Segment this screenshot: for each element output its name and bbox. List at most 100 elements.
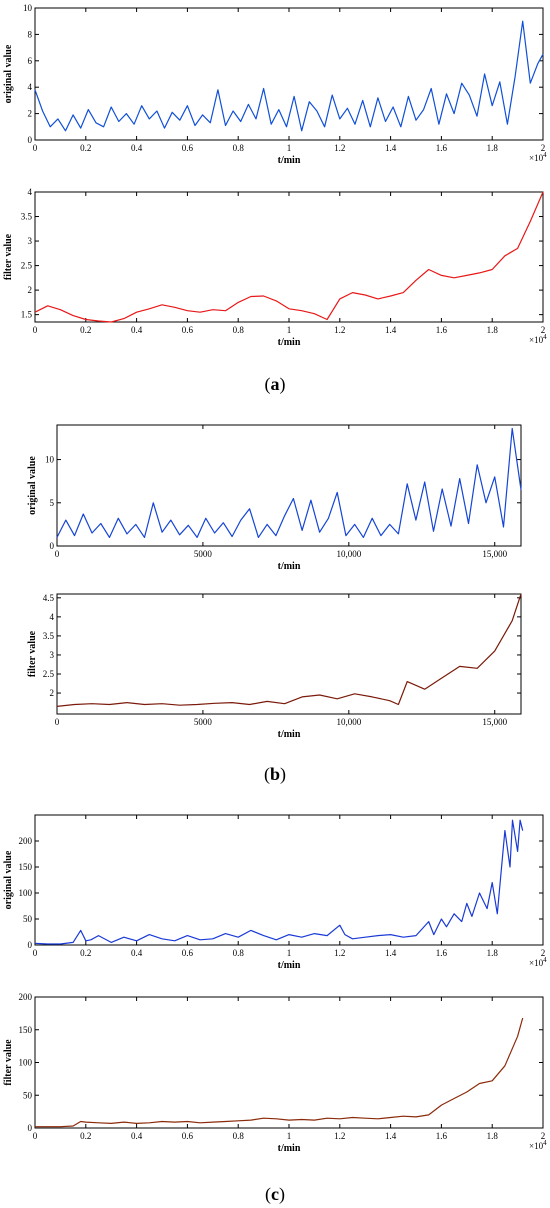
x-tick-label: 0.2 (80, 1131, 91, 1141)
x-tick-label: 0.8 (233, 1131, 245, 1141)
y-tick-label: 2 (28, 285, 33, 295)
chart-c2: 0 0.2 0.4 0.6 0.8 1 1.2 1.4 1.6 1.8 2 0 50 100 150 200 t… (3, 992, 547, 1154)
y-tick-label: 100 (19, 1058, 33, 1068)
y-tick-label: 2 (28, 109, 33, 119)
x-tick-label: 2 (541, 1131, 546, 1141)
x-tick-label: 1.2 (334, 143, 345, 153)
x-tick-label: 0 (33, 325, 38, 335)
series-line (34, 191, 544, 323)
series-line (34, 819, 524, 945)
y-tick-label: 0 (28, 940, 33, 950)
chart-b1: 0 5000 10,000 15,000 0 5 10 t/min original value (27, 424, 522, 572)
y-tick-label: 2.5 (43, 669, 55, 679)
y-tick-label: 200 (19, 836, 33, 846)
x-tick-label: 5000 (194, 717, 213, 727)
x-tick-label: 1.8 (487, 948, 499, 958)
y-axis-label: filter value (3, 1039, 14, 1086)
y-tick-label: 3.5 (43, 631, 55, 641)
x-tick-label: 1 (287, 325, 292, 335)
x-tick-label: 0.2 (80, 948, 91, 958)
x-tick-label: 1.6 (436, 325, 448, 335)
x-multiplier: ×104 (529, 333, 547, 345)
y-tick-label: 150 (19, 1025, 33, 1035)
chart-c1: 0 0.2 0.4 0.6 0.8 1 1.2 1.4 1.6 1.8 2 0 50 100 150 200 t… (3, 814, 547, 971)
plot-frame (56, 593, 522, 715)
x-tick-label: 1.6 (436, 1131, 448, 1141)
y-tick-label: 200 (19, 992, 33, 1002)
x-tick-label: 1.6 (436, 143, 448, 153)
x-tick-label: 1.2 (334, 325, 345, 335)
x-tick-label: 0.2 (80, 143, 91, 153)
x-tick-label: 0 (33, 143, 38, 153)
x-tick-label: 15,000 (482, 549, 507, 559)
x-multiplier: ×104 (529, 1139, 547, 1151)
y-tick-label: 2.5 (21, 261, 33, 271)
x-tick-label: 10,000 (336, 549, 361, 559)
x-tick-label: 0.4 (131, 1131, 143, 1141)
x-tick-label: 0.4 (131, 143, 143, 153)
x-tick-label: 5000 (194, 549, 213, 559)
x-axis-label: t/min (278, 561, 301, 572)
y-tick-label: 0 (28, 1123, 33, 1133)
x-tick-label: 0.4 (131, 325, 143, 335)
y-tick-label: 4 (28, 187, 33, 197)
x-tick-label: 0 (33, 948, 38, 958)
y-tick-label: 10 (23, 3, 33, 13)
x-tick-label: 1 (287, 143, 292, 153)
y-tick-label: 100 (19, 888, 33, 898)
x-tick-label: 2 (541, 143, 546, 153)
x-multiplier: ×104 (529, 151, 547, 163)
x-tick-label: 1.6 (436, 948, 448, 958)
y-axis-label: filter value (27, 630, 38, 677)
x-tick-label: 1 (287, 948, 292, 958)
series-line (34, 20, 544, 132)
y-tick-label: 1.5 (21, 310, 33, 320)
y-tick-label: 8 (28, 29, 33, 39)
x-tick-label: 1.8 (487, 1131, 499, 1141)
y-tick-label: 4 (50, 612, 55, 622)
x-tick-label: 0 (55, 549, 60, 559)
y-tick-label: 0 (28, 135, 33, 145)
x-multiplier: ×104 (529, 956, 547, 968)
x-tick-label: 0.8 (233, 325, 245, 335)
series-line (56, 593, 522, 707)
x-tick-label: 0.6 (182, 325, 194, 335)
x-tick-label: 1.2 (334, 948, 345, 958)
y-axis-label: original value (27, 456, 38, 515)
x-tick-label: 0.2 (80, 325, 91, 335)
x-tick-label: 15,000 (482, 717, 507, 727)
y-tick-label: 10 (45, 455, 55, 465)
y-tick-label: 3 (50, 650, 55, 660)
x-tick-label: 1.2 (334, 1131, 345, 1141)
x-tick-label: 2 (541, 325, 546, 335)
x-tick-label: 0 (55, 717, 60, 727)
y-tick-label: 3 (28, 236, 33, 246)
series-line (56, 427, 522, 539)
x-tick-label: 1.4 (385, 948, 397, 958)
y-tick-label: 2 (50, 688, 55, 698)
caption-a: (a) (265, 374, 286, 395)
y-tick-label: 4.5 (43, 593, 55, 603)
x-axis-label: t/min (278, 1143, 301, 1154)
x-tick-label: 0.6 (182, 143, 194, 153)
y-axis-label: filter value (3, 233, 14, 280)
x-axis-label: t/min (278, 729, 301, 740)
y-tick-label: 50 (23, 1090, 33, 1100)
x-tick-label: 0.8 (233, 143, 245, 153)
x-axis-label: t/min (278, 337, 301, 348)
x-tick-label: 1.8 (487, 143, 499, 153)
y-tick-label: 5 (50, 498, 55, 508)
x-axis-label: t/min (278, 155, 301, 166)
y-tick-label: 6 (28, 56, 33, 66)
x-tick-label: 1.4 (385, 1131, 397, 1141)
y-axis-label: original value (3, 44, 14, 103)
x-tick-label: 1 (287, 1131, 292, 1141)
chart-b2: 0 5000 10,000 15,000 2 2.5 3 3.5 4 4.5 t/min filter… (27, 593, 522, 740)
x-tick-label: 1.8 (487, 325, 499, 335)
x-tick-label: 0 (33, 1131, 38, 1141)
x-tick-label: 0.6 (182, 948, 194, 958)
y-tick-label: 3.5 (21, 212, 33, 222)
x-tick-label: 0.6 (182, 1131, 194, 1141)
x-tick-label: 1.4 (385, 325, 397, 335)
